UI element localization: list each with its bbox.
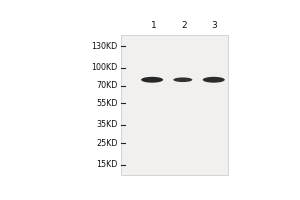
Ellipse shape <box>141 77 163 83</box>
Text: 3: 3 <box>211 21 217 30</box>
Text: 70KD: 70KD <box>96 81 118 90</box>
Text: 15KD: 15KD <box>96 160 118 169</box>
Text: 55KD: 55KD <box>96 99 118 108</box>
Text: 100KD: 100KD <box>92 63 118 72</box>
Text: 130KD: 130KD <box>92 42 118 51</box>
Bar <box>121 35 228 175</box>
Ellipse shape <box>173 77 192 82</box>
Text: 1: 1 <box>151 21 157 30</box>
Text: 35KD: 35KD <box>96 120 118 129</box>
Ellipse shape <box>203 77 225 83</box>
Text: 25KD: 25KD <box>96 139 118 148</box>
Text: 2: 2 <box>181 21 187 30</box>
